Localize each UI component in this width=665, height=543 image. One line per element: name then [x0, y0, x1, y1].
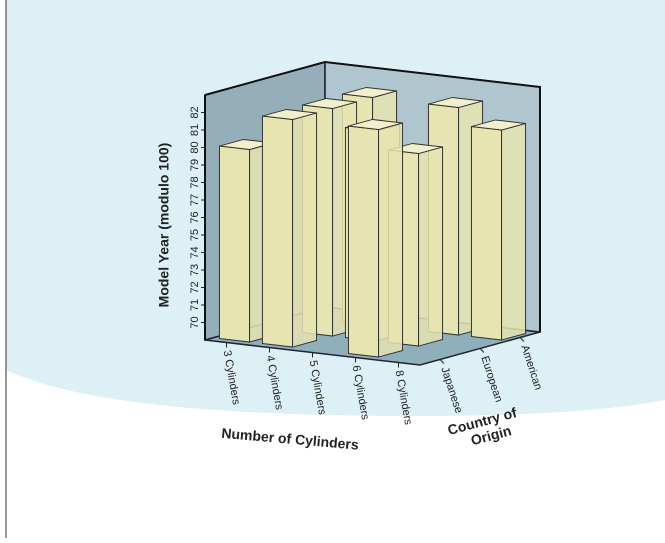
y-tick-label: 75 [189, 229, 201, 241]
bar-top [471, 119, 526, 131]
y-tick-label: 81 [189, 124, 201, 136]
bar-top [262, 108, 317, 121]
y-tick-label: 72 [189, 281, 201, 293]
bar-side [292, 112, 318, 348]
y-tick-label: 80 [189, 141, 201, 153]
bar-front [261, 115, 294, 348]
y-tick-label: 74 [189, 246, 201, 258]
bar-side [378, 122, 404, 358]
y-tick-label: 70 [189, 316, 201, 328]
y-tick-label: 79 [189, 159, 201, 171]
y-tick-label: 78 [189, 176, 201, 188]
y-tick-label: 76 [189, 211, 201, 223]
bar-top [348, 118, 403, 131]
bar-top [342, 86, 397, 99]
y-tick-label: 77 [189, 194, 201, 206]
bar-side [501, 122, 527, 341]
bar-front [218, 145, 251, 343]
bar-top [428, 96, 483, 109]
z-tick [439, 359, 445, 364]
z-tick [479, 348, 485, 353]
bar-top [302, 97, 357, 110]
bar [347, 118, 404, 358]
y-axis-title: Model Year (modulo 100) [156, 143, 172, 308]
y-tick-label: 71 [189, 299, 201, 311]
z-tick [519, 337, 525, 342]
box-edge [204, 60, 541, 332]
bar [261, 108, 318, 348]
bar-side [418, 146, 444, 347]
bar-front [347, 125, 380, 358]
y-tick-label: 82 [189, 106, 201, 118]
bar [470, 119, 527, 341]
y-tick-label: 73 [189, 264, 201, 276]
bar-front [470, 125, 503, 341]
